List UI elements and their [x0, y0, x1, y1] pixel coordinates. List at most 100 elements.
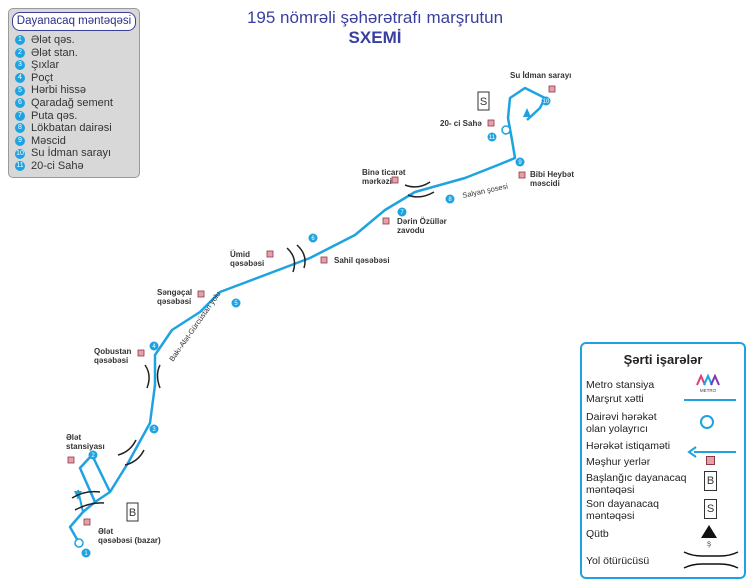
stop-number-badge: 7 — [15, 110, 25, 121]
stop-name: Puta qəs. — [31, 109, 78, 122]
svg-text:2: 2 — [91, 453, 95, 459]
stop-number-badge: 11 — [15, 161, 25, 172]
overpass-icon — [404, 181, 435, 198]
stop-number-badge: 1 — [15, 35, 25, 46]
map-stop-5: 5 — [231, 298, 241, 308]
roundabout-icon — [74, 538, 84, 548]
stop-name: Ələt qəs. — [31, 34, 75, 46]
stop-item: 9 Məscid — [15, 135, 113, 148]
landmark-marker — [197, 290, 205, 298]
svg-text:3: 3 — [152, 427, 156, 433]
landmark-marker — [518, 171, 526, 179]
map-stop-3: 3 — [149, 424, 159, 434]
map-stop-11: 11 — [487, 132, 497, 142]
stop-name: Şıxlar — [31, 59, 60, 72]
end-stop-letter: S — [480, 96, 487, 108]
stop-item: 4 Poçt — [15, 72, 113, 85]
stop-number-badge: 5 — [15, 85, 25, 96]
stop-name: Ələt stan. — [31, 46, 78, 59]
landmark-marker — [391, 176, 399, 184]
stop-number-badge: 4 — [15, 73, 25, 84]
legend-start-label: məntəqəsi — [586, 484, 635, 496]
map-stop-4: 4 — [149, 341, 159, 351]
map-label: zavodu — [397, 226, 425, 235]
legend-end-label: məntəqəsi — [586, 510, 635, 522]
map-stop-10: 10 — [541, 96, 551, 106]
direction-arrow-icon — [523, 108, 531, 117]
map-label: Qobustan — [94, 347, 132, 356]
stop-item: 7 Puta qəs. — [15, 110, 113, 123]
map-label: qəsəbəsi — [94, 356, 129, 365]
overpass-icon — [286, 244, 306, 273]
stop-item: 8 Lökbatan dairəsi — [15, 122, 113, 135]
map-label: Su İdman sarayı — [510, 71, 572, 80]
stop-name: Poçt — [31, 71, 54, 84]
landmark-marker — [320, 256, 328, 264]
map-label: Ələt — [66, 433, 82, 442]
svg-text:11: 11 — [489, 135, 496, 141]
map-label: məscidi — [530, 179, 560, 188]
map-label: Səngəçal — [157, 288, 193, 297]
map-label: mərkəzi — [362, 177, 392, 186]
roundabout-icon — [700, 415, 714, 429]
route-line-sample — [684, 399, 736, 401]
overpass-icon — [117, 439, 145, 466]
map-label: qəsəbəsi (bazar) — [98, 536, 161, 545]
map-label: Sahil qəsəbəsi — [334, 256, 390, 265]
map-label: stansiyası — [66, 442, 105, 451]
legend-direction-label: Hərəkət istiqaməti — [586, 440, 671, 452]
stop-number-badge: 3 — [15, 60, 25, 71]
start-stop-marker: B — [704, 471, 717, 491]
map-label: qəsəbəsi — [230, 259, 265, 268]
end-stop-marker: S — [704, 499, 717, 519]
svg-text:10: 10 — [543, 99, 550, 105]
map-label: 20- ci Sahə — [440, 119, 482, 128]
legend-north-label: Qütb — [586, 528, 609, 540]
map-label: Dərin Özüllər — [397, 217, 447, 226]
landmark-marker — [83, 518, 91, 526]
legend-roundabout-label: olan yolayrıcı — [586, 423, 648, 435]
legend-start-label: Başlanğıc dayanacaq — [586, 472, 687, 484]
svg-text:1: 1 — [84, 551, 88, 557]
svg-text:6: 6 — [311, 236, 315, 242]
stop-number-badge: 9 — [15, 136, 25, 147]
overpass-icon — [682, 548, 740, 577]
legend-overpass-label: Yol ötürücüsü — [586, 555, 650, 567]
stop-name: Məscid — [31, 134, 66, 147]
svg-text:9: 9 — [518, 160, 522, 166]
stop-item: 6 Qaradağ sement — [15, 97, 113, 110]
map-stop-9: 9 — [515, 157, 525, 167]
start-stop-marker — [126, 502, 139, 522]
stop-item: 11 20-ci Sahə — [15, 160, 113, 173]
landmark-marker — [548, 85, 556, 93]
landmark-marker — [487, 119, 495, 127]
stop-number-badge: 2 — [15, 47, 25, 58]
stop-item: 2 Ələt stan. — [15, 47, 113, 60]
legend-roundabout-label: Dairəvi hərəkət — [586, 411, 657, 423]
svg-text:8: 8 — [448, 197, 452, 203]
stop-item: 5 Hərbi hissə — [15, 84, 113, 97]
svg-text:4: 4 — [152, 344, 156, 350]
map-stop-8: 8 — [445, 194, 455, 204]
legend-title: Şərti işarələr — [623, 352, 703, 367]
direction-arrow-icon — [686, 445, 736, 463]
map-stop-7: 7 — [397, 207, 407, 217]
svg-text:METRO: METRO — [700, 388, 717, 393]
stop-name: Su İdman sarayı — [31, 147, 112, 160]
stop-item: 1 Ələt qəs. — [15, 34, 113, 47]
legend-metro-label: Metro stansiya — [586, 379, 655, 391]
route-line — [68, 86, 547, 542]
map-title: 195 nömrəli şəhərətrafı marşrutun — [246, 8, 504, 27]
map-stop-2: 2 — [88, 450, 98, 460]
stops-panel-title: Dayanacaq məntəqəsi — [12, 12, 136, 31]
svg-text:5: 5 — [234, 301, 238, 307]
map-label: qəsəbəsi — [157, 297, 192, 306]
stops-panel: Dayanacaq məntəqəsi 1 Ələt qəs. 2 Ələt sta… — [8, 8, 140, 178]
svg-text:Ş: Ş — [707, 542, 711, 548]
route-branch — [78, 452, 112, 503]
legend-route-label: Marşrut xətti — [586, 393, 644, 405]
stop-item: 3 Şıxlar — [15, 59, 113, 72]
map-label: Ümid — [230, 250, 250, 259]
stop-item: 10 Su İdman sarayı — [15, 147, 113, 160]
